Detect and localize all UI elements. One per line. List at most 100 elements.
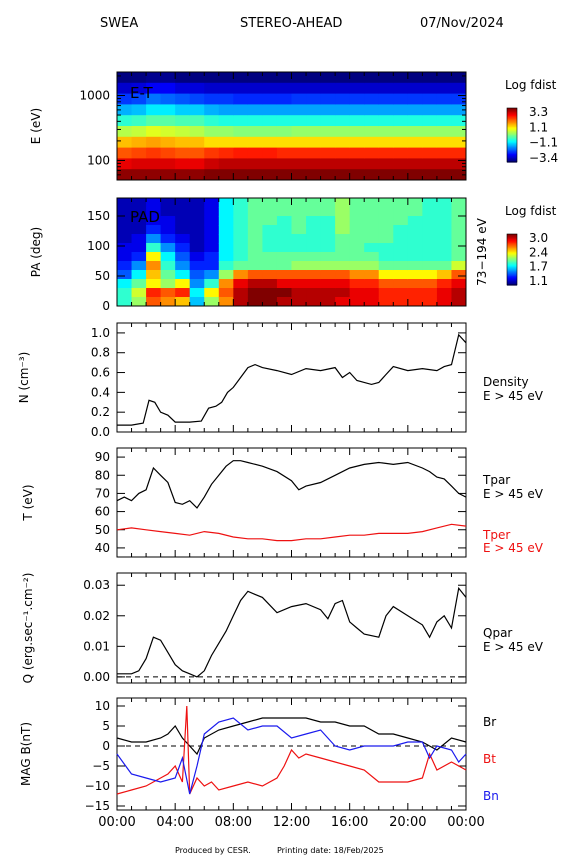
heatmap-cell <box>117 169 133 181</box>
heatmap-cell <box>378 270 394 280</box>
heatmap-cell <box>320 225 336 235</box>
heatmap-cell <box>247 216 263 226</box>
y-tick-label: 70 <box>95 486 110 500</box>
heatmap-cell <box>146 147 162 159</box>
heatmap-cell <box>364 72 380 84</box>
heatmap-cell <box>218 136 234 149</box>
heatmap-cell <box>204 234 220 244</box>
heatmap-cell <box>407 261 423 271</box>
heatmap-cell <box>218 243 234 253</box>
spacecraft-label: STEREO-AHEAD <box>240 16 342 31</box>
heatmap-cell <box>247 93 263 105</box>
heatmap-cell <box>335 93 351 105</box>
heatmap-cell <box>291 252 307 262</box>
colorbar-cell <box>507 234 517 236</box>
heatmap-cell <box>175 216 191 226</box>
heatmap-cell <box>160 207 176 217</box>
heatmap-cell <box>393 243 409 253</box>
time-axis-labels: 00:00 04:00 08:00 12:00 16:00 20:00 00:00 <box>98 815 484 830</box>
heatmap-cell <box>247 169 263 181</box>
colorbar-cell <box>507 260 517 263</box>
heatmap-cell <box>276 261 292 271</box>
heatmap-cell <box>364 270 380 280</box>
colorbar-cell <box>507 160 517 163</box>
heatmap-cell <box>175 234 191 244</box>
heatmap-cell <box>262 243 278 253</box>
heatmap-cell <box>204 147 220 159</box>
heatmap-cell <box>233 261 249 271</box>
colorbar-cell <box>507 155 517 158</box>
bn-side-label: Bn <box>483 789 499 803</box>
heatmap-cell <box>189 82 205 95</box>
heatmap-cell <box>335 72 351 84</box>
colorbar-cell <box>507 126 517 129</box>
heatmap-cell <box>393 225 409 235</box>
y-tick-label: 0.4 <box>91 385 110 399</box>
y-tick-label: 50 <box>95 269 110 283</box>
heatmap-cell <box>393 216 409 226</box>
heatmap-cell <box>291 234 307 244</box>
heatmap-cell <box>218 104 234 116</box>
produced-by-label: Produced by CESR. <box>175 846 251 855</box>
heatmap-cell <box>306 297 322 307</box>
y-tick-label: 40 <box>95 541 110 555</box>
heatmap-cell <box>335 198 351 208</box>
heatmap-cell <box>175 225 191 235</box>
heatmap-cell <box>131 225 147 235</box>
colorbar-cell <box>507 120 517 123</box>
heatmap-cell <box>451 243 467 253</box>
heatmap-cell <box>276 243 292 253</box>
colorbar-cell <box>507 121 517 124</box>
heatmap-cell <box>378 279 394 289</box>
qpar-side-label: Qpar <box>483 626 512 640</box>
heatmap-cell <box>160 104 176 116</box>
heatmap-cell <box>233 147 249 159</box>
energy-time-spectrogram-panel: 100 1000 E (eV) E-T Log fdist 3.31.1 −1.1−3.4 <box>29 71 558 181</box>
heatmap-cell <box>146 297 162 307</box>
heatmap-cell <box>218 169 234 181</box>
heatmap-cell <box>393 261 409 271</box>
colorbar-cell <box>507 144 517 147</box>
heatmap-cell <box>276 147 292 159</box>
heatmap-cell <box>218 207 234 217</box>
heatmap-cell <box>422 297 438 307</box>
colorbar-cell <box>507 129 517 132</box>
heatmap-cell <box>218 225 234 235</box>
heatmap-cell <box>189 93 205 105</box>
heatmap-cell <box>306 136 322 149</box>
colorbar-cell <box>507 242 517 245</box>
colorbar-cell <box>507 264 517 267</box>
heatmap-cell <box>189 198 205 208</box>
heatmap-cell <box>117 158 133 170</box>
heatmap-cell <box>262 225 278 235</box>
colorbar-cell <box>507 249 517 252</box>
heatmap-cell <box>451 147 467 159</box>
heatmap-cell <box>451 136 467 149</box>
heatmap-cell <box>291 72 307 84</box>
x-tick-label: 20:00 <box>389 815 426 830</box>
heatmap-cell <box>306 147 322 159</box>
y-tick-label: 60 <box>95 505 110 519</box>
tper-side-label: Tper <box>482 528 510 542</box>
heatmap-cell <box>407 225 423 235</box>
heatmap-cell <box>422 147 438 159</box>
instrument-label: SWEA <box>100 16 138 31</box>
heatmap-cell <box>364 169 380 181</box>
colorbar-cell <box>507 148 517 151</box>
heatmap-cell <box>349 252 365 262</box>
heatmap-cell <box>422 72 438 84</box>
heatmap-cell <box>320 279 336 289</box>
heatmap-cell <box>262 158 278 170</box>
heatmap-cell <box>175 82 191 95</box>
heatmap-cell <box>335 252 351 262</box>
colorbar-title: Log fdist <box>505 78 557 92</box>
heatmap-cell <box>378 104 394 116</box>
heatmap-cell <box>436 104 452 116</box>
heatmap-cell <box>422 288 438 298</box>
heatmap-cell <box>422 252 438 262</box>
heatmap-cell <box>160 93 176 105</box>
heatmap-cell <box>276 115 292 127</box>
heatmap-cell <box>291 169 307 181</box>
heatmap-cell <box>233 288 249 298</box>
heatmap-cell <box>204 93 220 105</box>
